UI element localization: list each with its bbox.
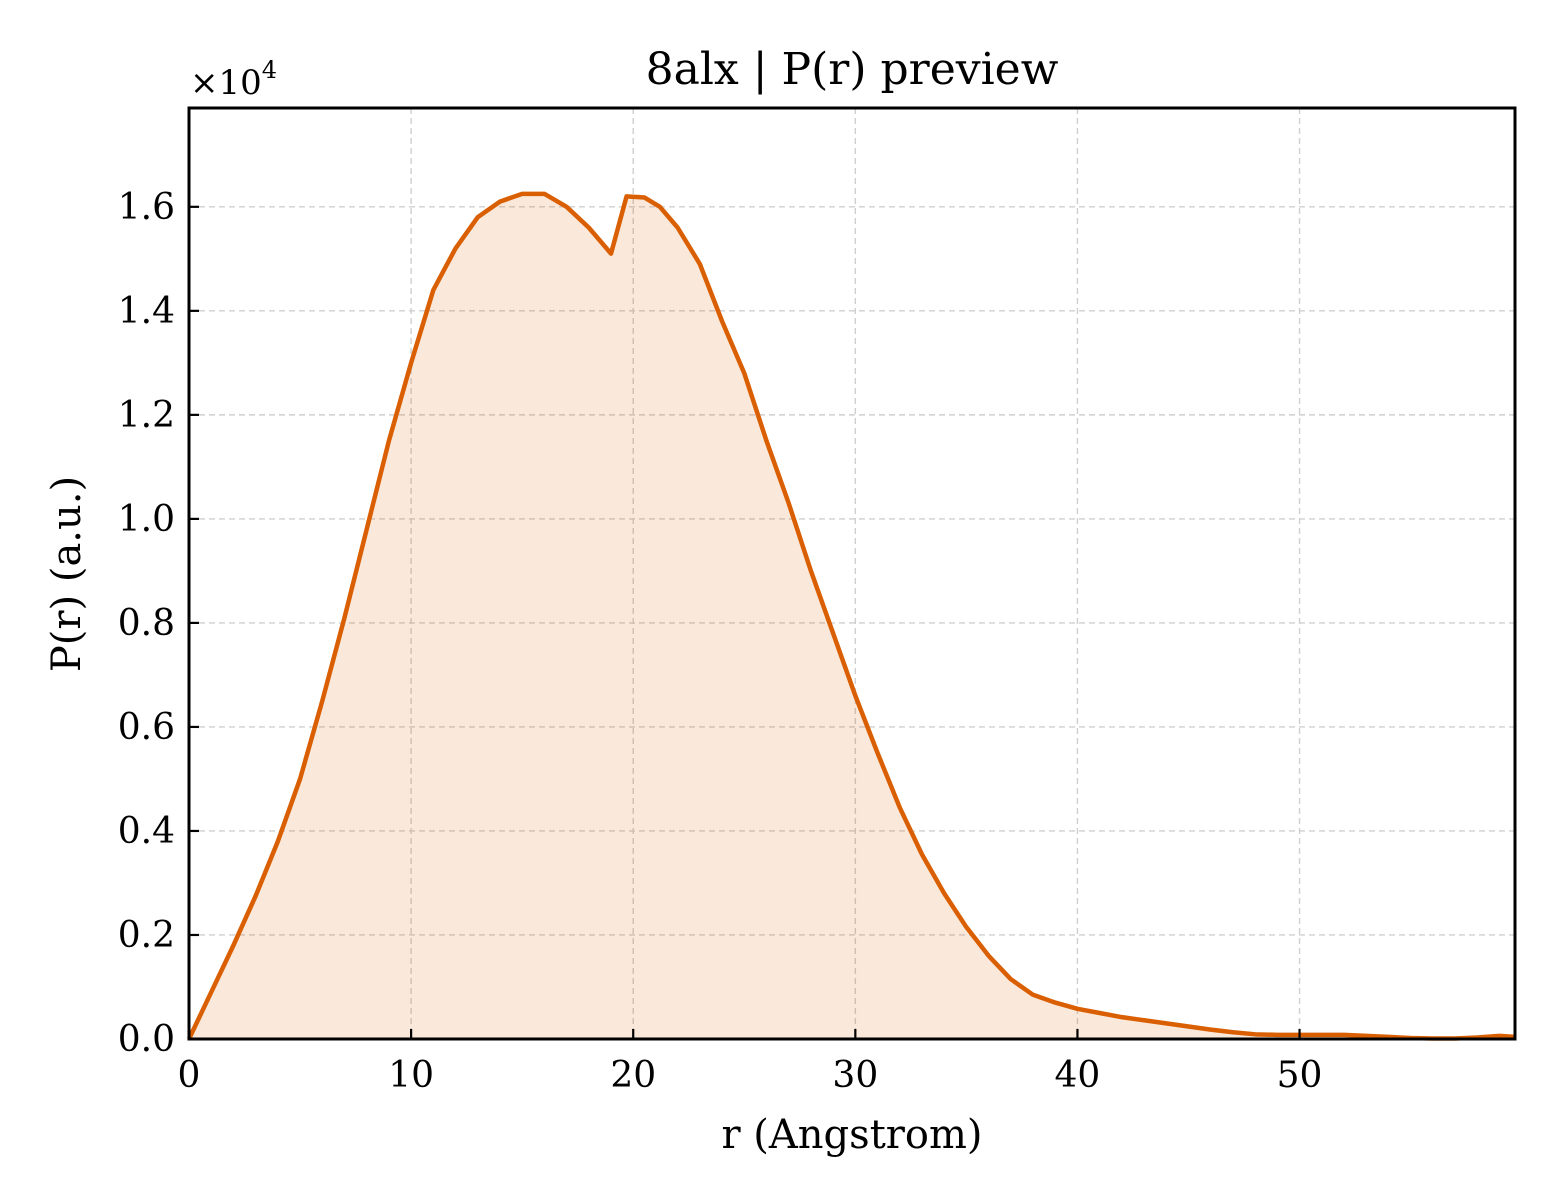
chart-title: 8alx | P(r) preview bbox=[646, 44, 1059, 95]
tick-marks bbox=[187, 205, 1301, 1041]
x-tick-label: 0 bbox=[178, 1055, 201, 1096]
x-tick-label: 20 bbox=[610, 1055, 656, 1096]
y-tick-label: 0.8 bbox=[118, 603, 175, 644]
y-multiplier-exponent: 4 bbox=[262, 56, 277, 84]
x-axis-label: r (Angstrom) bbox=[721, 1112, 982, 1158]
x-tick-label: 50 bbox=[1277, 1055, 1323, 1096]
y-multiplier-base: ×10 bbox=[190, 63, 262, 103]
grid-lines bbox=[188, 108, 1515, 1040]
series-line bbox=[186, 191, 1516, 1041]
y-axis-label: P(r) (a.u.) bbox=[44, 476, 90, 672]
y-tick-label: 0.6 bbox=[118, 707, 175, 748]
y-tick-label: 1.4 bbox=[118, 291, 175, 332]
x-tick-label: 10 bbox=[388, 1055, 434, 1096]
area-fill bbox=[189, 193, 1515, 1039]
y-tick-labels: 0.0 0.2 0.4 0.6 0.8 1.0 1.2 1.4 1.6 bbox=[118, 187, 175, 1060]
x-tick-labels: 0 10 20 30 40 50 bbox=[178, 1055, 1323, 1096]
x-tick-label: 40 bbox=[1055, 1055, 1101, 1096]
y-tick-label: 1.2 bbox=[118, 395, 175, 436]
y-tick-label: 0.0 bbox=[118, 1019, 175, 1060]
plot-frame bbox=[187, 106, 1517, 1041]
y-multiplier: ×104 bbox=[190, 56, 277, 103]
y-tick-label: 0.4 bbox=[118, 811, 175, 852]
y-tick-label: 1.0 bbox=[118, 499, 175, 540]
y-tick-label: 0.2 bbox=[118, 915, 175, 956]
x-tick-label: 30 bbox=[832, 1055, 878, 1096]
y-tick-label: 1.6 bbox=[118, 187, 175, 228]
